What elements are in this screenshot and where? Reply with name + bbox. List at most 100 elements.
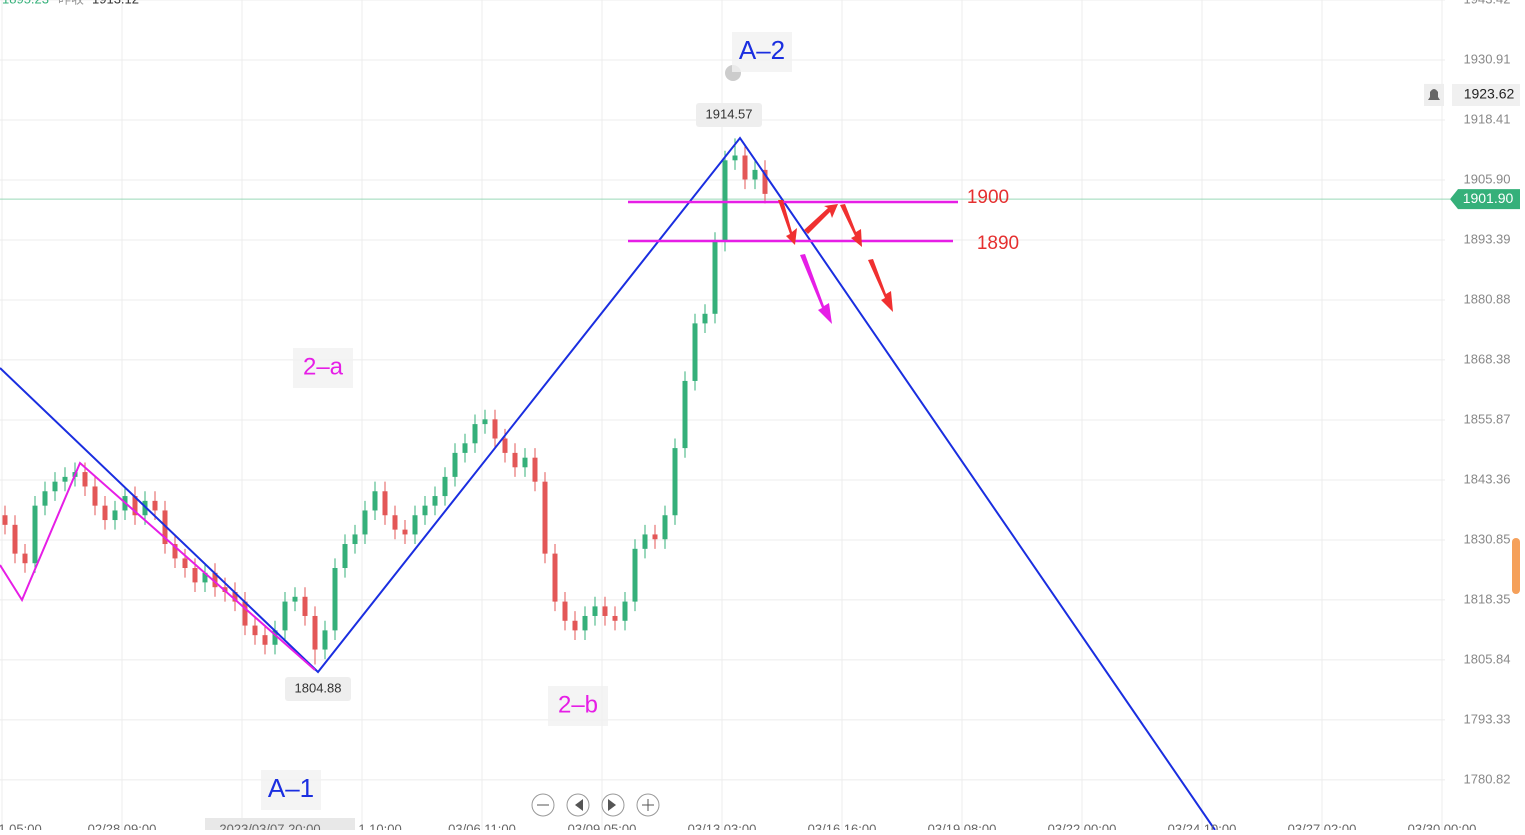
x-tick-label: 03/19 08:00: [928, 821, 997, 830]
x-tick-label: 1 05:00: [0, 821, 42, 830]
price-tag: 1901.90: [1463, 190, 1514, 206]
x-tick-label: 1 10:00: [358, 821, 401, 830]
candle-body: [12, 524, 18, 554]
annotation: 1900: [967, 187, 1009, 208]
wave-line: [0, 136, 1216, 831]
candle-body: [392, 515, 398, 530]
candle-body: [152, 500, 158, 511]
candle-body: [672, 448, 678, 516]
candle-body: [422, 505, 428, 516]
x-tick-label: 03/30 00:00: [1408, 821, 1477, 830]
y-tick-label: 1943.42: [1464, 0, 1511, 6]
y-tick-label: 1893.39: [1464, 231, 1511, 246]
header-text: 昨收: [58, 0, 84, 6]
candle-body: [322, 630, 328, 650]
y-tick-label: 1868.38: [1464, 351, 1511, 366]
candle-body: [262, 635, 268, 645]
candle-body: [22, 553, 28, 564]
candle-body: [232, 591, 238, 602]
candle-body: [652, 534, 658, 540]
candle-body: [282, 601, 288, 631]
sub-wave-line: [0, 461, 316, 671]
x-tick-label: 2023/03/07 20:00: [219, 821, 320, 830]
x-tick-label: 03/06 11:00: [448, 821, 516, 830]
candle-body: [182, 558, 188, 569]
candle-body: [492, 419, 498, 439]
x-tick-label: 03/22 00:00: [1048, 821, 1117, 830]
y-tick-label: 1930.91: [1464, 51, 1511, 66]
candle-body: [682, 380, 688, 449]
candle-body: [442, 476, 448, 497]
price-tag-bg: [1452, 83, 1520, 106]
candle-body: [572, 620, 578, 631]
candle-body: [312, 615, 318, 650]
annotation: 2–b: [558, 691, 598, 718]
candle-body: [402, 529, 408, 535]
candle-body: [662, 515, 668, 540]
candle-body: [432, 496, 438, 506]
candle-body: [732, 155, 738, 161]
candle-body: [32, 505, 38, 564]
candle-body: [642, 534, 648, 549]
arrow: [800, 254, 832, 324]
candle-body: [52, 481, 58, 492]
annotation: A–1: [268, 773, 314, 803]
candle-body: [142, 500, 148, 516]
y-tick-label: 1793.33: [1464, 711, 1511, 726]
x-tick-label: 03/09 05:00: [568, 821, 637, 830]
candle-body: [412, 515, 418, 535]
candle-body: [342, 544, 348, 569]
header-text: 1913.12: [92, 0, 139, 6]
candle-body: [592, 606, 598, 616]
candle-body: [242, 601, 248, 626]
scrollbar[interactable]: [1512, 538, 1520, 594]
extreme-label-bg: [696, 103, 762, 127]
candle-body: [612, 615, 618, 621]
candle-body: [192, 568, 198, 583]
y-tick-label: 1830.85: [1464, 531, 1511, 546]
candle-body: [352, 534, 358, 545]
bell-icon: [1428, 88, 1440, 100]
arrow: [840, 204, 862, 247]
extreme-label: 1914.57: [706, 106, 753, 121]
x-tick-label: 03/24 10:00: [1168, 821, 1237, 830]
x-tick-label: 03/13 03:00: [688, 821, 757, 830]
candle-body: [332, 568, 338, 631]
header-text: 1895.23: [2, 0, 49, 6]
candle-body: [202, 572, 208, 583]
candle-body: [522, 457, 528, 468]
candle-body: [102, 505, 108, 521]
candle-body: [162, 510, 168, 545]
arrows: [778, 200, 893, 312]
candle-body: [452, 452, 458, 477]
y-tick-label: 1905.90: [1464, 171, 1511, 186]
candle-body: [702, 313, 708, 324]
candle-body: [752, 169, 758, 180]
annotation-bg: [261, 770, 321, 810]
candle-body: [512, 452, 518, 468]
extreme-label-bg: [285, 677, 351, 701]
candle-body: [272, 630, 278, 645]
candle-body: [632, 548, 638, 602]
arrow: [778, 200, 797, 245]
y-tick-label: 1855.87: [1464, 411, 1511, 426]
annotation-bg: [732, 32, 792, 72]
x-tick-label: 02/28 09:00: [88, 821, 157, 830]
candle-body: [172, 544, 178, 559]
candle-body: [532, 457, 538, 482]
x-tick-label: 03/16 16:00: [808, 821, 877, 830]
y-tick-label: 1818.35: [1464, 591, 1511, 606]
candle-body: [622, 601, 628, 621]
candle-body: [212, 572, 218, 588]
candle-body: [92, 486, 98, 506]
candle-body: [542, 481, 548, 554]
arrow: [804, 204, 838, 234]
y-tick-label: 1918.41: [1464, 111, 1511, 126]
candle-body: [462, 443, 468, 453]
candle-body: [712, 241, 718, 314]
x-tick-label: 03/27 02:00: [1288, 821, 1357, 830]
candle-body: [292, 596, 298, 602]
annotation-bg: [293, 348, 353, 388]
candle-body: [502, 438, 508, 453]
